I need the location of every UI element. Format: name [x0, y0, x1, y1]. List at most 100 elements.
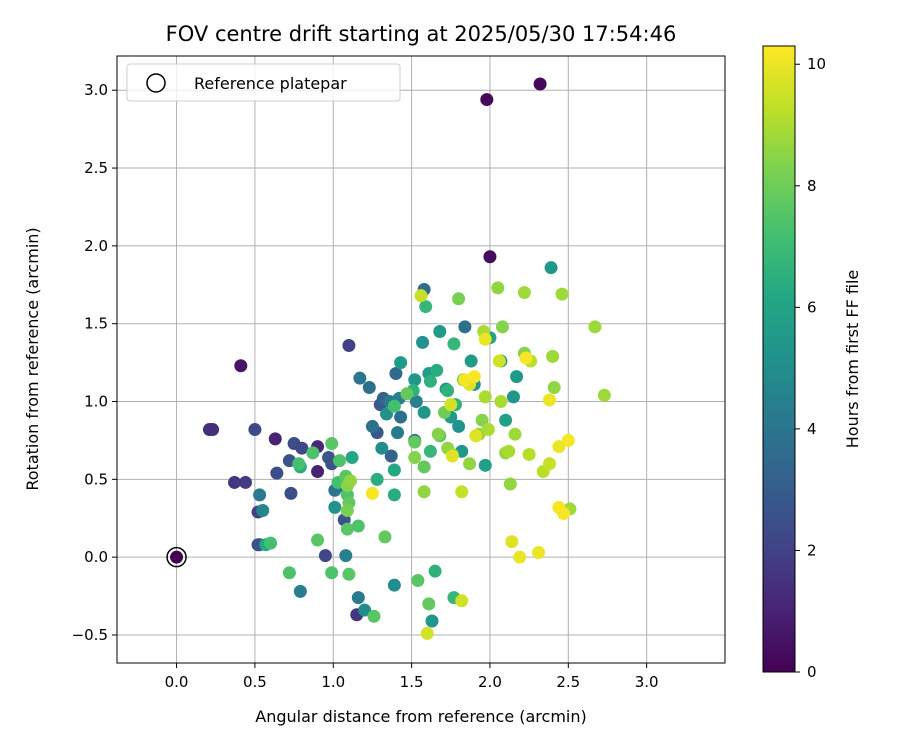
data-point — [506, 390, 520, 404]
reference-marker — [166, 546, 187, 568]
colorbar-gradient — [762, 45, 796, 673]
data-point — [343, 474, 357, 488]
data-point — [420, 626, 434, 640]
data-point — [452, 419, 466, 433]
data-point — [464, 354, 478, 368]
data-point — [542, 457, 556, 471]
legend-box — [126, 63, 401, 102]
data-point — [447, 337, 461, 351]
data-point — [375, 441, 389, 455]
colorbar-tick-label: 0 — [807, 663, 817, 681]
y-tick-label: 1.5 — [84, 315, 108, 333]
reference-platepar-circle — [166, 546, 187, 568]
data-point — [295, 441, 309, 455]
data-point — [519, 351, 533, 365]
data-point — [483, 250, 497, 264]
data-point — [517, 286, 531, 300]
x-tick-label: 2.5 — [556, 673, 580, 691]
data-point — [492, 354, 506, 368]
data-point — [458, 373, 472, 387]
grid-lines — [117, 56, 725, 663]
data-point — [408, 435, 422, 449]
data-point — [463, 457, 477, 471]
data-point — [505, 535, 519, 549]
data-point — [469, 429, 483, 443]
x-tick-label: 1.5 — [400, 673, 424, 691]
data-point — [494, 395, 508, 409]
data-point — [387, 399, 401, 413]
x-tick-label: 0.5 — [243, 673, 267, 691]
data-point — [414, 289, 428, 303]
data-point — [411, 574, 425, 588]
data-point — [510, 370, 524, 384]
data-point — [268, 432, 282, 446]
data-point — [228, 475, 242, 489]
y-tick-label: 0.0 — [84, 548, 108, 566]
data-point — [384, 449, 398, 463]
data-point — [234, 359, 248, 373]
data-point — [495, 320, 509, 334]
data-point — [555, 287, 569, 301]
data-point — [416, 335, 430, 349]
legend-reference-circle-icon — [146, 73, 166, 93]
data-point — [455, 594, 469, 608]
data-point — [522, 447, 536, 461]
data-point — [552, 440, 566, 454]
data-point — [325, 566, 339, 580]
data-point — [311, 465, 325, 479]
data-point — [422, 597, 436, 611]
data-point — [481, 423, 495, 437]
data-point — [340, 522, 354, 536]
data-point — [417, 405, 431, 419]
data-point — [270, 466, 284, 480]
data-point — [340, 503, 354, 517]
data-point — [445, 449, 459, 463]
data-point — [387, 463, 401, 477]
data-point — [400, 387, 414, 401]
data-point — [455, 485, 469, 499]
legend-label: Reference platepar — [194, 74, 347, 93]
chart-title: FOV centre drift starting at 2025/05/30 … — [166, 22, 677, 46]
data-point — [282, 566, 296, 580]
colorbar-ticks: 0 2 4 6 8 10 — [795, 55, 826, 681]
data-point — [478, 458, 492, 472]
data-point — [409, 395, 423, 409]
data-point — [431, 427, 445, 441]
data-point — [433, 324, 447, 338]
colorbar: 0 2 4 6 8 10 Hours from first FF file — [762, 45, 862, 681]
data-point — [370, 472, 384, 486]
data-point — [452, 292, 466, 306]
data-point — [557, 507, 571, 521]
data-point — [365, 486, 379, 500]
data-point — [533, 77, 547, 91]
data-point — [428, 564, 442, 578]
data-point — [311, 533, 325, 547]
data-point — [325, 437, 339, 451]
y-tick-label: 0.5 — [84, 470, 108, 488]
data-point — [423, 444, 437, 458]
y-tick-label: 2.5 — [84, 159, 108, 177]
data-point — [367, 609, 381, 623]
data-point — [444, 398, 458, 412]
data-point — [532, 545, 546, 559]
data-point — [292, 457, 306, 471]
y-tick-label: 3.0 — [84, 81, 108, 99]
data-point — [389, 367, 403, 381]
data-point — [351, 519, 365, 533]
colorbar-label: Hours from first FF file — [843, 270, 862, 449]
data-point — [256, 503, 270, 517]
data-point — [546, 349, 560, 363]
x-tick-label: 1.0 — [321, 673, 345, 691]
x-tick-label: 0.0 — [165, 673, 189, 691]
data-point — [248, 423, 262, 437]
data-point — [430, 363, 444, 377]
data-point — [458, 320, 472, 334]
data-point — [387, 578, 401, 592]
data-point — [417, 460, 431, 474]
data-point — [417, 485, 431, 499]
data-point — [378, 530, 392, 544]
data-point — [425, 614, 439, 628]
data-point — [499, 413, 513, 427]
data-point — [478, 390, 492, 404]
